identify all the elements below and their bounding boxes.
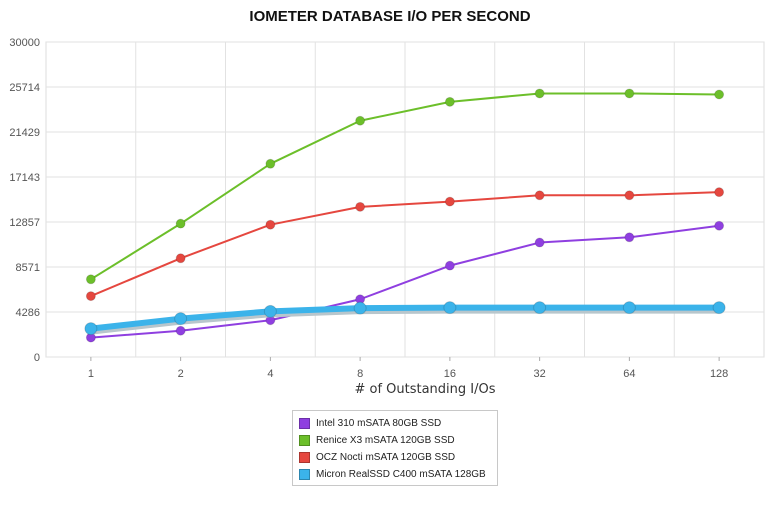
series-line: [89, 92, 721, 281]
series-line: [87, 304, 723, 332]
chart-title: IOMETER DATABASE I/O PER SECOND: [249, 8, 531, 25]
legend-item: Micron RealSSD C400 mSATA 128GB: [299, 466, 497, 483]
data-point: [443, 301, 457, 315]
data-point: [85, 274, 96, 285]
legend-item: Renice X3 mSATA 120GB SSD: [299, 432, 497, 449]
y-tick-label: 25714: [9, 82, 40, 94]
data-point: [174, 312, 188, 326]
y-tick-label: 12857: [9, 217, 40, 229]
legend-swatch: [299, 452, 310, 463]
data-point: [353, 301, 367, 315]
data-point: [534, 88, 545, 99]
legend: Intel 310 mSATA 80GB SSD Renice X3 mSATA …: [292, 410, 498, 486]
legend-swatch: [299, 469, 310, 480]
legend-swatch: [299, 418, 310, 429]
x-axis-label: # of Outstanding I/Os: [354, 382, 495, 397]
x-tick-label: 16: [444, 368, 456, 380]
data-point: [624, 232, 635, 243]
data-point: [624, 190, 635, 201]
series-line: [89, 224, 721, 339]
data-point: [175, 218, 186, 229]
data-point: [622, 301, 636, 315]
x-tick-label: 1: [88, 368, 94, 380]
x-tick-label: 128: [710, 368, 728, 380]
y-tick-label: 8571: [16, 262, 40, 274]
series-line: [89, 191, 721, 298]
data-point: [624, 88, 635, 99]
data-point: [714, 89, 725, 100]
legend-label: OCZ Nocti mSATA 120GB SSD: [316, 452, 456, 463]
data-point: [444, 96, 455, 107]
legend-item: Intel 310 mSATA 80GB SSD: [299, 415, 497, 432]
data-point: [714, 220, 725, 231]
legend-label: Micron RealSSD C400 mSATA 128GB: [316, 469, 486, 480]
chart-area: 0 4286 8571 12857 17143 21429 25714 30000 1 2 4 8 16…: [9, 37, 765, 397]
data-point: [265, 219, 276, 230]
x-tick-label: 2: [178, 368, 184, 380]
y-tick-label: 0: [34, 352, 40, 364]
series-lines: [84, 88, 726, 343]
y-tick-label: 21429: [9, 127, 40, 139]
data-point: [712, 301, 726, 315]
x-tick-label: 64: [623, 368, 635, 380]
legend-swatch: [299, 435, 310, 446]
x-tick-label: 32: [534, 368, 546, 380]
legend-item: OCZ Nocti mSATA 120GB SSD: [299, 449, 497, 466]
data-point: [175, 253, 186, 264]
data-point: [534, 190, 545, 201]
data-point: [534, 237, 545, 248]
x-tick-label: 4: [267, 368, 273, 380]
legend-label: Intel 310 mSATA 80GB SSD: [316, 418, 442, 429]
axes: 0 4286 8571 12857 17143 21429 25714 30000 1 2 4 8 16…: [9, 37, 728, 380]
x-tick-label: 8: [357, 368, 363, 380]
data-point: [85, 291, 96, 302]
data-point: [84, 322, 98, 336]
y-tick-label: 4286: [16, 307, 40, 319]
data-point: [444, 196, 455, 207]
y-tick-label: 17143: [9, 172, 40, 184]
data-point: [355, 115, 366, 126]
data-point: [265, 158, 276, 169]
y-tick-label: 30000: [9, 37, 40, 49]
data-point: [444, 260, 455, 271]
data-point: [175, 325, 186, 336]
data-point: [263, 304, 277, 318]
data-point: [355, 201, 366, 212]
legend-label: Renice X3 mSATA 120GB SSD: [316, 435, 455, 446]
data-point: [533, 301, 547, 315]
data-point: [714, 187, 725, 198]
